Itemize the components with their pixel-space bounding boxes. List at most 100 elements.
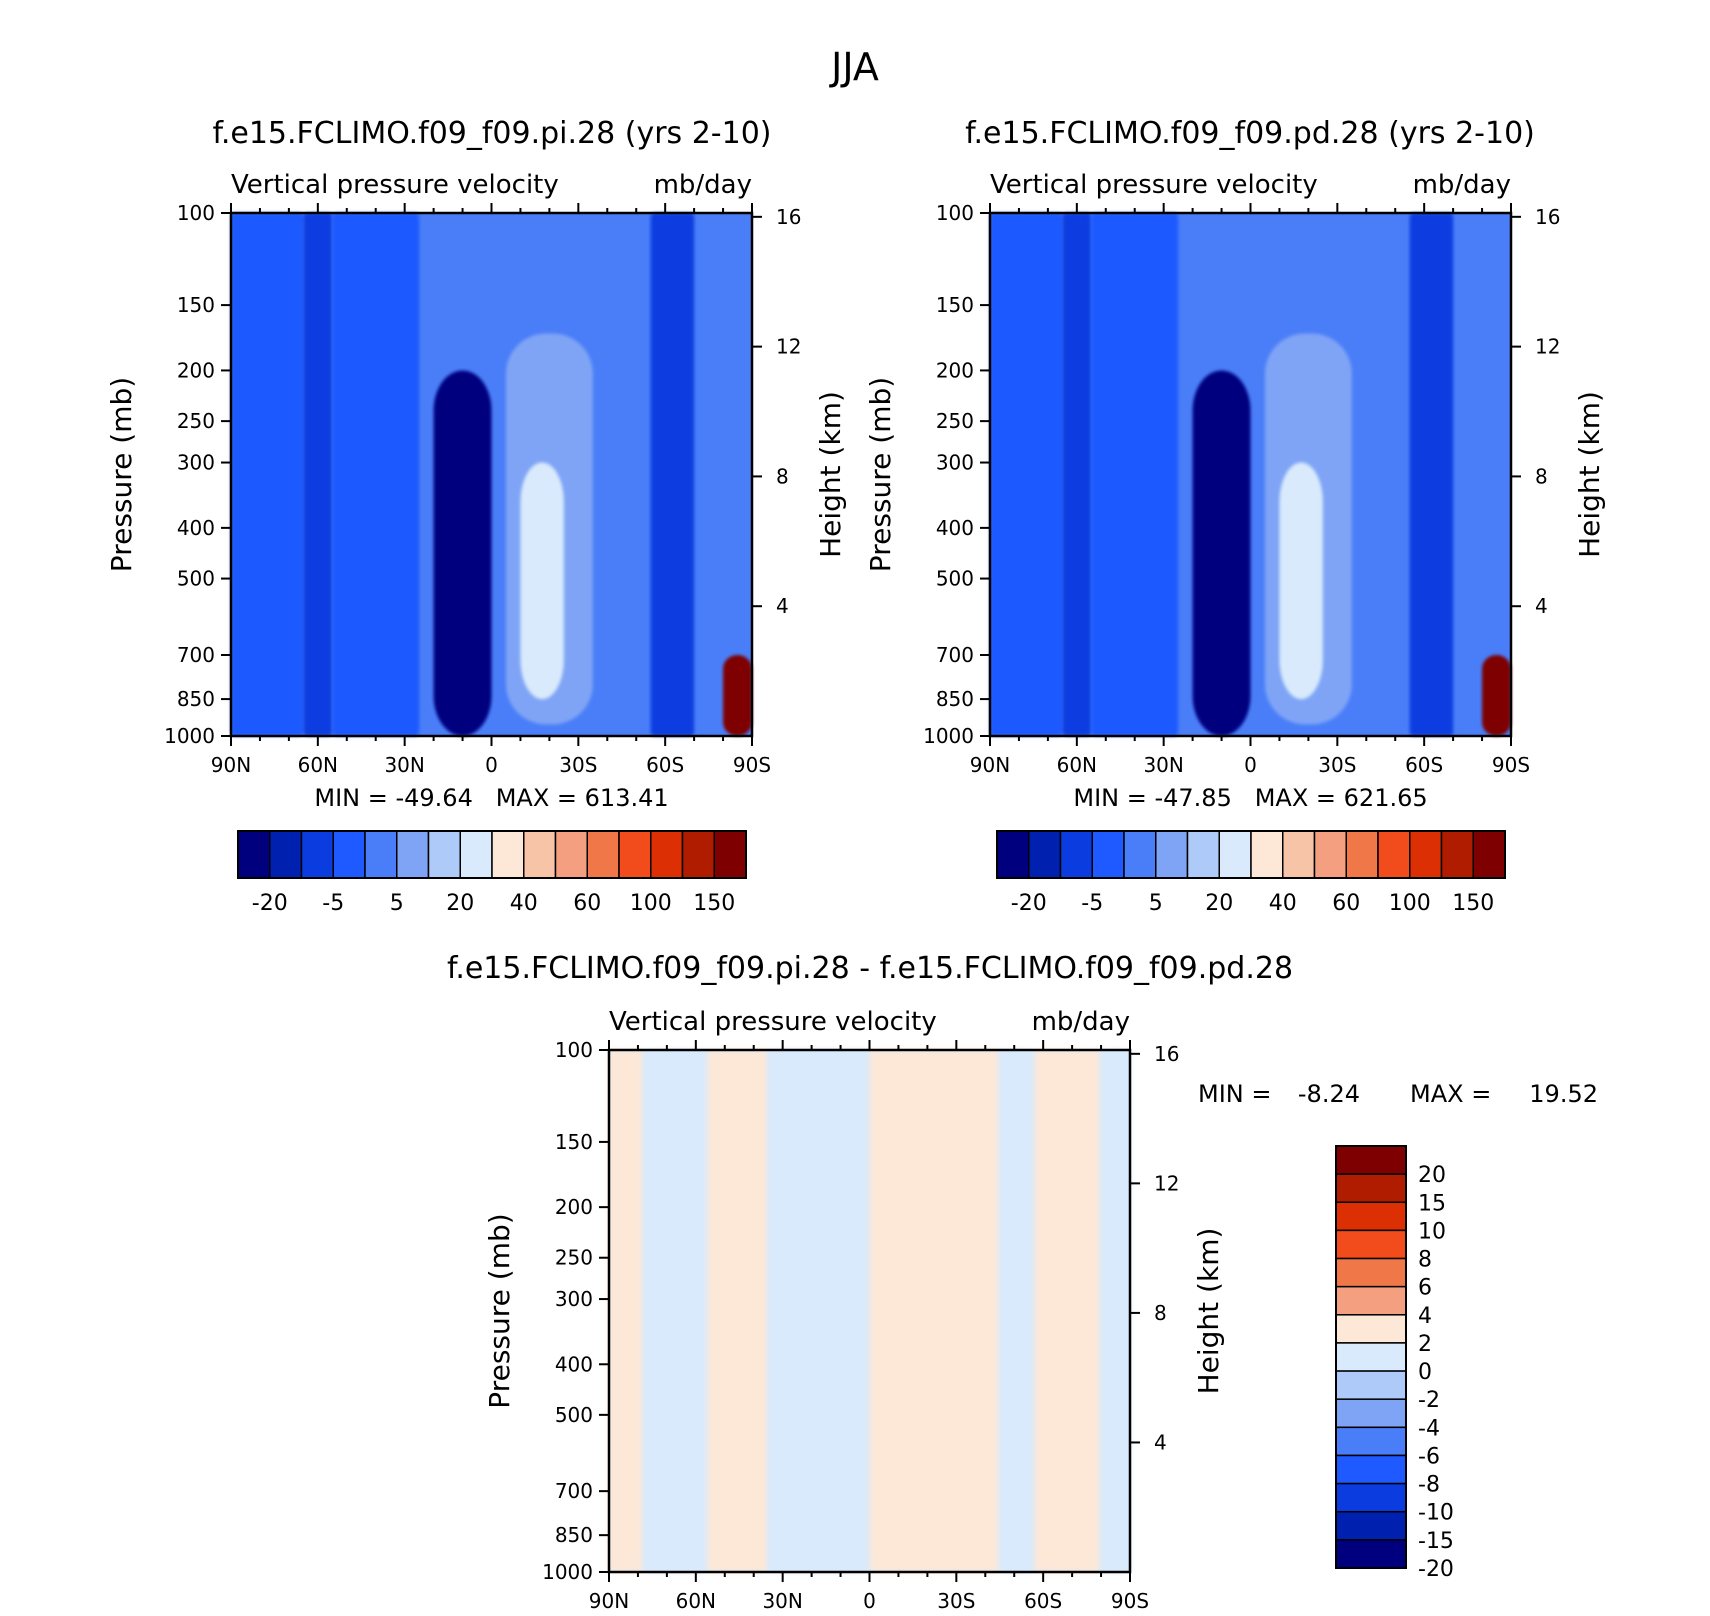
contour-region xyxy=(1101,1050,1130,1572)
y-tick-label: 1000 xyxy=(542,1560,593,1584)
min-max-stats: MIN = -49.64 MAX = 613.41 xyxy=(314,784,668,812)
y-tick-label: 850 xyxy=(936,687,974,711)
y-tick-label: 850 xyxy=(177,687,215,711)
x-tick-label: 60N xyxy=(1057,753,1097,777)
y-right-tick-label: 8 xyxy=(1535,464,1548,488)
y-tick-label: 250 xyxy=(555,1246,593,1270)
y-tick-label: 250 xyxy=(177,409,215,433)
contour-region xyxy=(1192,370,1251,736)
min-max-stats: MIN = -47.85 MAX = 621.65 xyxy=(1073,784,1427,812)
contour-region xyxy=(707,1050,769,1572)
panel-title: f.e15.FCLIMO.f09_f09.pd.28 (yrs 2-10) xyxy=(965,116,1535,151)
contour-region xyxy=(1482,654,1511,736)
colorbar-box xyxy=(586,830,620,879)
y-tick-label: 400 xyxy=(177,516,215,540)
colorbar-box xyxy=(1218,830,1252,879)
colorbar-box xyxy=(1091,830,1125,879)
colorbar-box xyxy=(1250,830,1284,879)
colorbar-box xyxy=(1409,830,1443,879)
contour-region xyxy=(609,1050,644,1572)
panel-pd-heatmap: f.e15.FCLIMO.f09_f09.pd.28 (yrs 2-10) Ve… xyxy=(864,116,1606,916)
contour-region xyxy=(303,213,333,736)
colorbar-label: -2 xyxy=(1418,1388,1440,1413)
x-tick-label: 30S xyxy=(937,1589,975,1613)
colorbar-box xyxy=(1335,1398,1407,1429)
colorbar-box xyxy=(1335,1314,1407,1344)
y-axis-right-label: Height (km) xyxy=(1573,391,1606,558)
colorbar-label: 10 xyxy=(1418,1219,1446,1244)
y-tick-label: 300 xyxy=(555,1287,593,1311)
x-tick-label: 90S xyxy=(733,753,771,777)
y-tick-label: 500 xyxy=(555,1403,593,1427)
figure-title: JJA xyxy=(829,45,879,89)
y-tick-label: 150 xyxy=(177,293,215,317)
y-tick-label: 400 xyxy=(936,516,974,540)
axes: 100 150 200 250 300 400 500 700 850 1000 16 12 8 4 90N… xyxy=(164,201,801,777)
colorbar-label: 2 xyxy=(1418,1332,1432,1357)
contour-region xyxy=(1034,1050,1102,1572)
colorbar-box xyxy=(459,830,493,879)
colorbar-box xyxy=(681,830,715,879)
y-tick-label: 200 xyxy=(555,1195,593,1219)
colorbar-box xyxy=(554,830,588,879)
y-tick-label: 400 xyxy=(555,1352,593,1376)
colorbar-label: 8 xyxy=(1418,1248,1432,1273)
colorbar-box xyxy=(364,830,398,879)
colorbar-label: 100 xyxy=(630,891,672,916)
y-tick-label: 500 xyxy=(177,567,215,591)
y-axis-label: Pressure (mb) xyxy=(105,377,138,572)
colorbar-box xyxy=(1335,1342,1407,1372)
y-tick-label: 200 xyxy=(177,358,215,382)
colorbar-label: 20 xyxy=(1205,891,1233,916)
y-axis-label: Pressure (mb) xyxy=(864,377,897,572)
contour-region xyxy=(520,462,564,700)
panel-title: f.e15.FCLIMO.f09_f09.pi.28 (yrs 2-10) xyxy=(212,116,771,151)
x-tick-label: 0 xyxy=(1244,753,1257,777)
colorbar-box xyxy=(1282,830,1316,879)
y-tick-label: 100 xyxy=(177,201,215,225)
panel-subtitle-left: Vertical pressure velocity xyxy=(609,1007,937,1037)
y-tick-label: 300 xyxy=(177,451,215,475)
panel-pi-heatmap: f.e15.FCLIMO.f09_f09.pi.28 (yrs 2-10) Ve… xyxy=(105,116,847,916)
colorbar-box xyxy=(1335,1229,1407,1260)
colorbar-label: 60 xyxy=(573,891,601,916)
contour-region xyxy=(869,1050,1000,1572)
y-tick-label: 250 xyxy=(936,409,974,433)
contour-field xyxy=(609,1050,1130,1572)
panel-title: f.e15.FCLIMO.f09_f09.pi.28 - f.e15.FCLIM… xyxy=(447,951,1293,986)
colorbar-box xyxy=(300,830,334,879)
colorbar-box xyxy=(1335,1145,1407,1175)
y-right-tick-label: 4 xyxy=(776,594,789,618)
colorbar-box xyxy=(1186,830,1220,879)
y-tick-label: 100 xyxy=(936,201,974,225)
colorbar-label: 5 xyxy=(390,891,404,916)
colorbar-label: 60 xyxy=(1332,891,1360,916)
y-tick-label: 150 xyxy=(936,293,974,317)
panel-subtitle-left: Vertical pressure velocity xyxy=(231,170,559,200)
colorbar-box xyxy=(1335,1370,1407,1400)
axes: 100 150 200 250 300 400 500 700 850 1000 16 12 8 4 90N… xyxy=(923,201,1560,777)
colorbar-box xyxy=(996,830,1030,879)
colorbar-label: -15 xyxy=(1418,1529,1454,1554)
y-right-tick-label: 12 xyxy=(776,335,801,359)
y-axis-right-label: Height (km) xyxy=(814,391,847,558)
colorbar-label: 20 xyxy=(1418,1163,1446,1188)
contour-field xyxy=(231,213,752,736)
max-label: MAX = xyxy=(1410,1080,1491,1108)
colorbar-label: 20 xyxy=(446,891,474,916)
y-tick-label: 150 xyxy=(555,1130,593,1154)
y-tick-label: 850 xyxy=(555,1523,593,1547)
colorbar-box xyxy=(269,830,303,879)
colorbar-box xyxy=(618,830,652,879)
colorbar-box xyxy=(1028,830,1062,879)
colorbar-outline xyxy=(237,830,747,879)
contour-region xyxy=(723,654,752,736)
colorbar-label: 40 xyxy=(1269,891,1297,916)
colorbar-box xyxy=(1335,1285,1407,1316)
colorbar-box xyxy=(427,830,461,879)
colorbar-box xyxy=(1335,1173,1407,1204)
x-tick-label: 30S xyxy=(1318,753,1356,777)
y-tick-label: 200 xyxy=(936,358,974,382)
colorbar-outline xyxy=(1335,1145,1407,1569)
